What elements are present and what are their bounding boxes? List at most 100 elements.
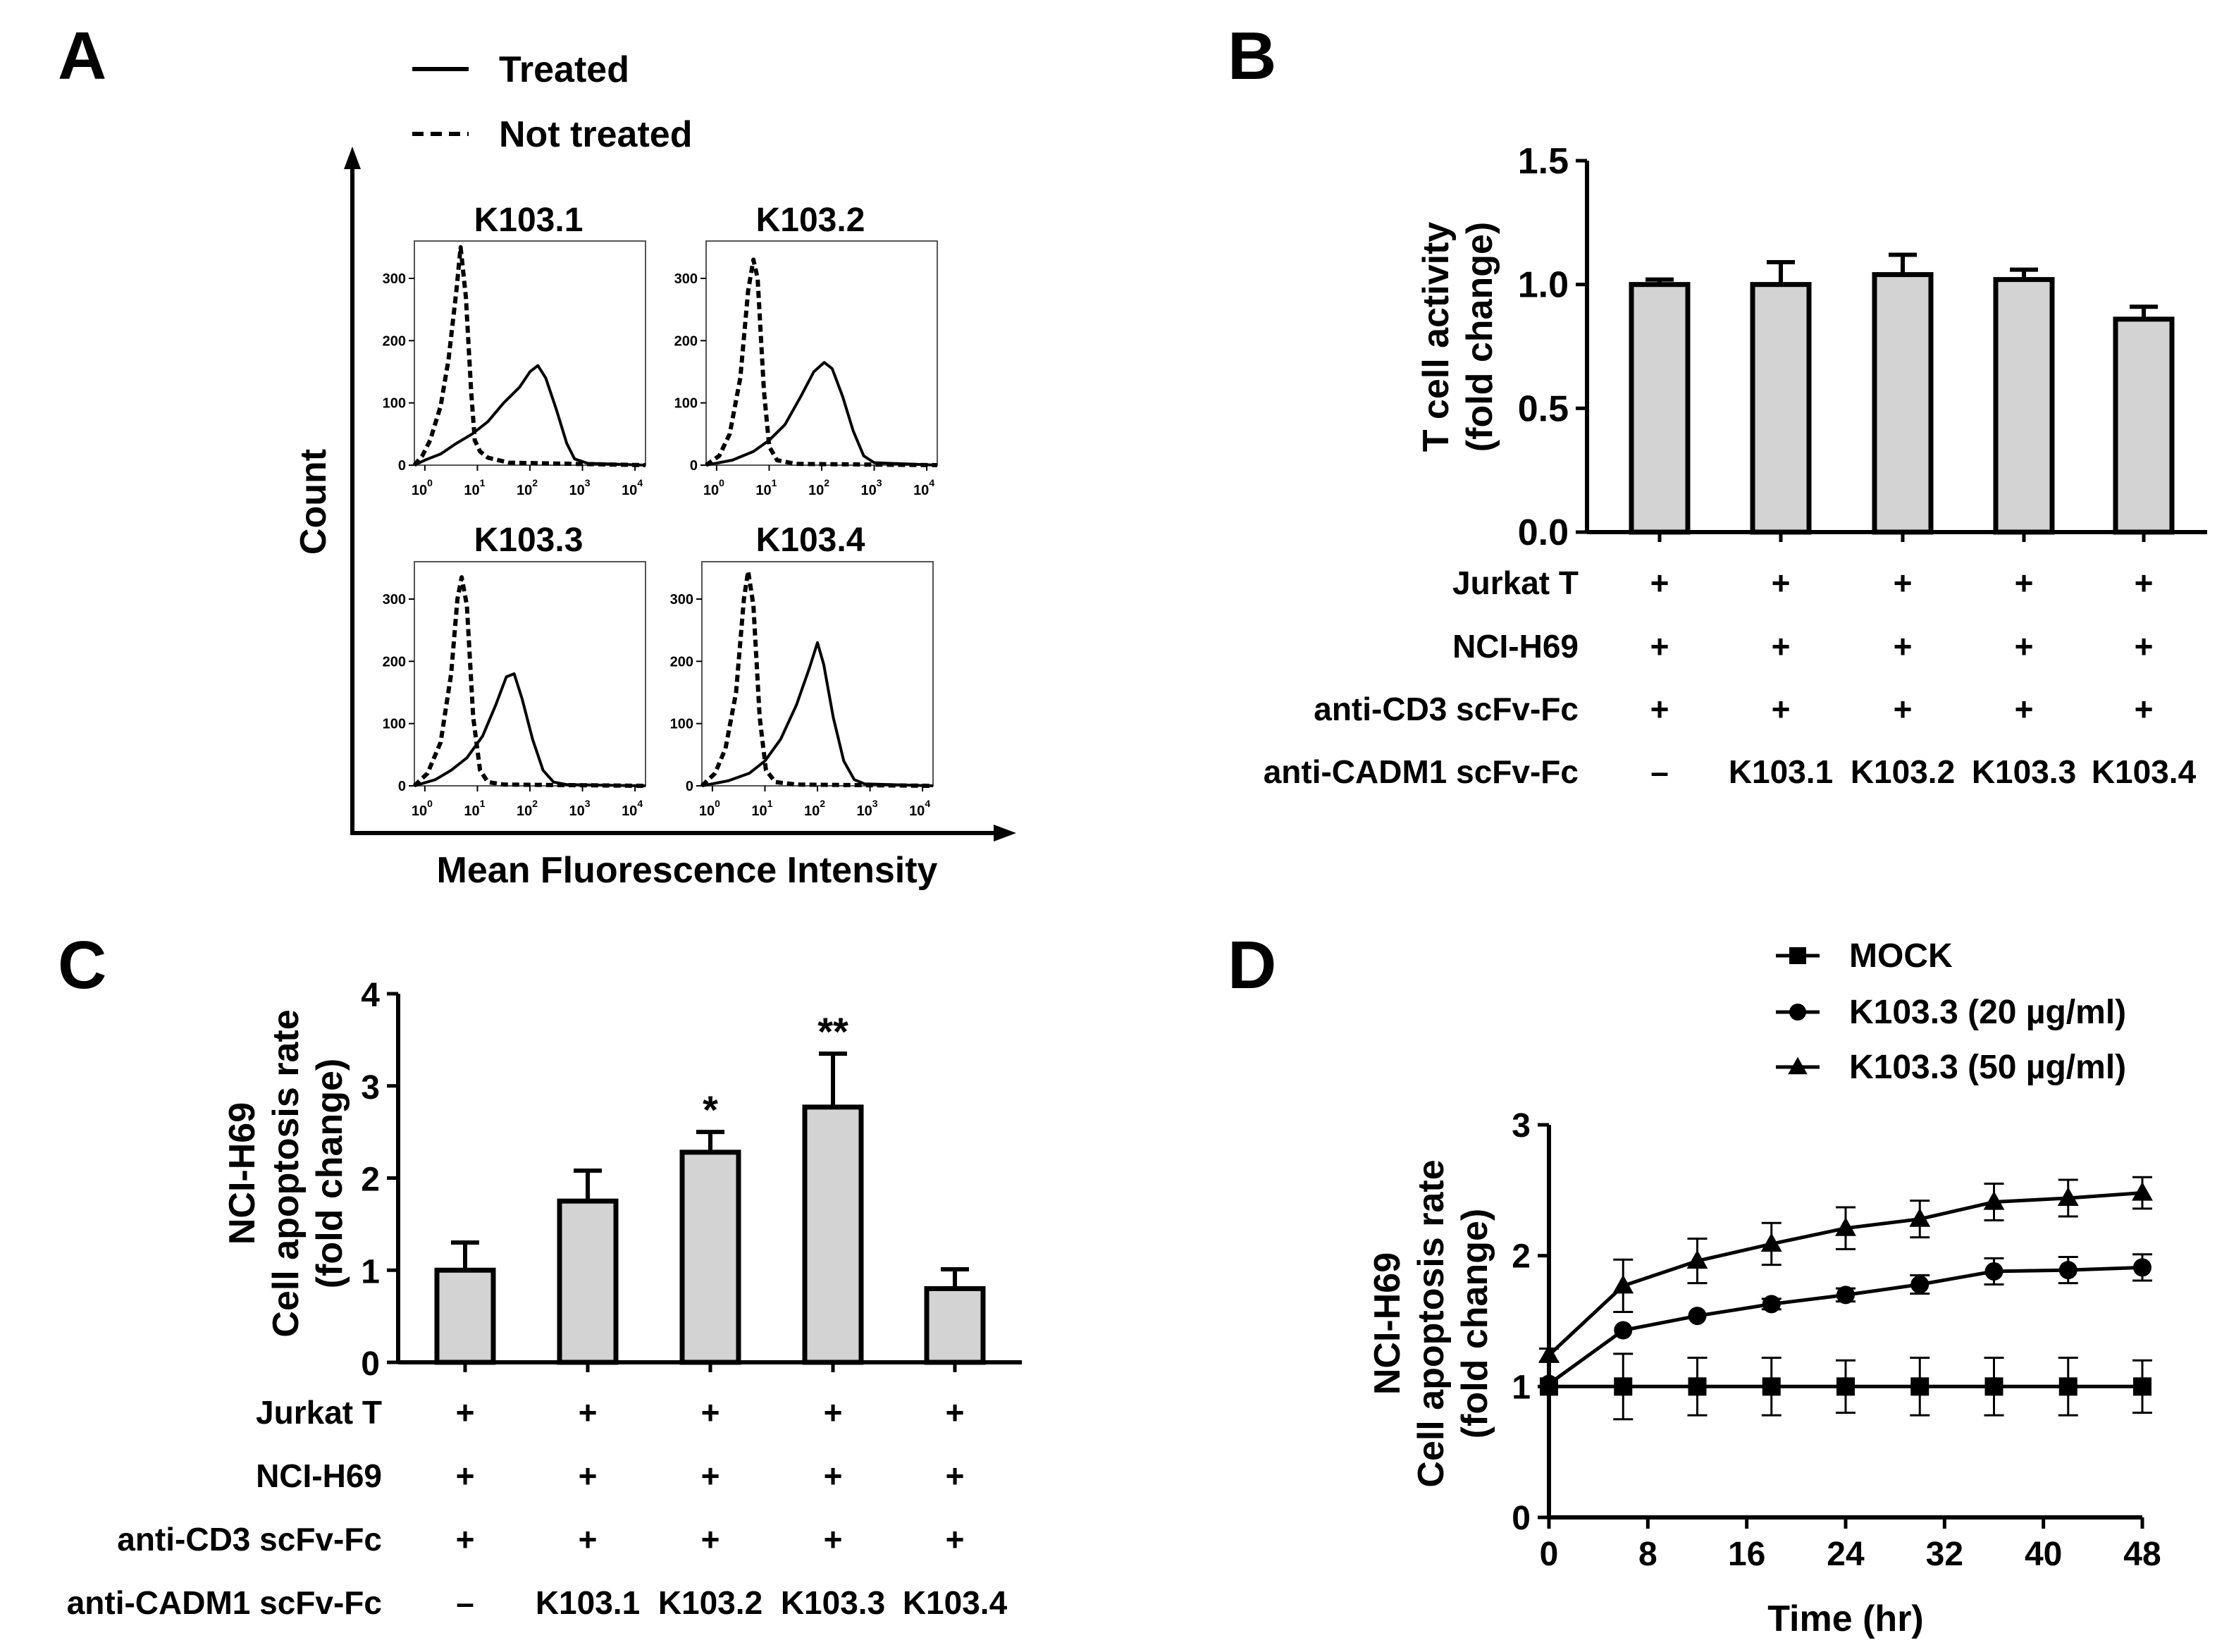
data-point [2132,1181,2153,1201]
histogram-4: K103.4 0 100 200 300 100 101 102 103 104 [670,522,934,819]
condition-value: + [2015,565,2034,601]
treated-curve [701,641,934,787]
x-tick-label: 48 [2123,1536,2161,1573]
x-tick-label: 103 [861,477,882,498]
data-point [1984,1262,2003,1281]
condition-value: + [1894,691,1913,727]
treated-curve [414,364,646,467]
condition-value: K103.1 [536,1584,640,1621]
not-treated-curve [705,257,938,467]
bar [1993,277,2055,535]
treated-curve [705,361,938,467]
data-point [1836,1286,1855,1305]
bar [2113,316,2175,535]
x-tick-label: 101 [751,798,772,819]
data-point [1789,947,1806,964]
series-circle [1540,1253,2152,1393]
data-point [2133,1377,2151,1396]
condition-label: Jurkat T [256,1394,382,1431]
x-axis-label: Time (hr) [1767,1598,1924,1639]
x-tick-label: 103 [569,798,591,819]
mfi-axis-label: Mean Fluorescence Intensity [437,850,938,891]
condition-value: – [456,1584,474,1621]
condition-value: + [2135,691,2154,727]
condition-value: + [1650,691,1669,727]
data-point [1788,1056,1808,1075]
histogram-2: K103.2 0 100 200 300 100 101 102 103 104 [674,202,938,498]
y-tick-label: 0.5 [1518,388,1569,429]
condition-value: + [701,1394,720,1431]
condition-value: K103.4 [903,1584,1008,1621]
histogram-title: K103.2 [756,202,865,239]
y-tick-label: 1.0 [1518,265,1569,306]
condition-value: + [824,1521,843,1558]
x-tick-label: 100 [699,798,720,819]
bar [434,1267,496,1365]
y-tick-label: 300 [674,271,698,287]
panel-label-b: B [1228,18,1276,94]
condition-value: + [946,1394,965,1431]
condition-value: + [2015,628,2034,665]
series-square [1540,1352,2152,1421]
x-tick-label: 16 [1728,1536,1765,1573]
condition-value: + [456,1521,475,1558]
x-tick-label: 101 [464,798,485,819]
x-tick-label: 104 [913,477,934,498]
not-treated-curve [412,575,646,788]
condition-value: + [456,1394,475,1431]
significance-marker: ** [817,1009,848,1054]
count-axis-label: Count [293,449,334,555]
histogram-title: K103.1 [474,202,584,239]
y-tick-label: 200 [383,333,406,349]
histogram-grid: K103.1 0 100 200 300 100 101 102 103 104 K103.2 0 10… [383,202,938,819]
condition-value: + [1772,691,1791,727]
data-point [2057,1187,2079,1207]
data-point [1910,1275,1929,1294]
panel-b-bar-chart: 0.0 0.5 1.0 1.5 T cell activity(fold change)… [1264,141,2207,790]
significance-marker: * [703,1087,718,1132]
x-tick-label: 40 [2025,1536,2062,1573]
condition-value: + [701,1521,720,1558]
condition-value: + [579,1457,598,1494]
condition-value: + [1894,565,1913,601]
bar [679,1149,741,1365]
x-tick-label: 102 [517,798,538,819]
condition-value: + [946,1521,965,1558]
panel-label-c: C [58,927,106,1003]
x-tick-label: 104 [622,477,643,498]
y-tick-label: 300 [383,271,406,287]
condition-label: anti-CD3 scFv-Fc [1314,691,1579,727]
condition-value: K103.4 [2092,753,2197,790]
legend-not-treated-label: Not treated [499,114,692,155]
legend-label: K103.3 (50 µg/ml) [1849,1049,2126,1086]
panel-label-a: A [58,18,106,94]
data-point [1983,1190,2005,1210]
not-treated-curve [412,245,646,467]
condition-value: + [579,1394,598,1431]
x-tick-label: 24 [1827,1536,1865,1573]
y-tick-label: 1 [1512,1369,1531,1406]
y-tick-label: 300 [383,592,406,608]
legend-entry: MOCK [1776,937,1953,975]
condition-value: + [824,1457,843,1494]
x-tick-label: 100 [412,798,433,819]
data-point [1612,1274,1634,1294]
data-point [1614,1377,1633,1396]
y-tick-label: 0 [361,1345,380,1383]
data-point [1910,1377,1929,1396]
x-tick-label: 100 [412,477,433,498]
condition-value: + [2135,565,2154,601]
histogram-frame [701,561,934,787]
series-triangle [1538,1176,2153,1363]
x-tick-label: 102 [517,477,538,498]
data-point [2058,1377,2077,1396]
y-tick-label: 3 [1512,1107,1531,1145]
legend-label: K103.3 (20 µg/ml) [1849,994,2126,1031]
x-tick-label: 0 [1540,1536,1559,1573]
condition-value: K103.3 [781,1584,885,1621]
y-tick-label: 1 [361,1253,380,1290]
data-point [1984,1377,2003,1396]
histogram-frame [414,561,646,787]
x-tick-label: 103 [857,798,878,819]
